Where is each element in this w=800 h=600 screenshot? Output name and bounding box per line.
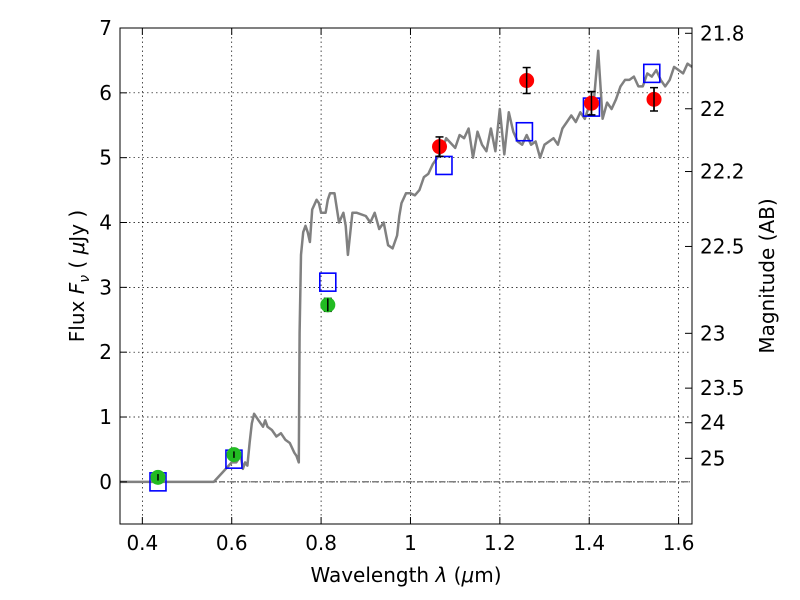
- model-square: [642, 63, 661, 84]
- y-tick-label: 7: [99, 16, 112, 40]
- x-axis-label: Wavelength λ (μm): [310, 563, 501, 587]
- right-tick-label: 25: [700, 446, 725, 470]
- plot-area: [120, 49, 693, 492]
- model-square: [318, 272, 337, 292]
- right-tick-label: 21.8: [700, 21, 745, 45]
- y-tick-label: 5: [99, 146, 112, 170]
- x-tick-label: 1.6: [663, 531, 695, 555]
- x-tick-label: 1.2: [484, 531, 516, 555]
- y-tick-label: 3: [99, 275, 112, 299]
- model-square: [435, 155, 453, 176]
- right-tick-label: 22: [700, 97, 725, 121]
- x-tick-label: 0.6: [216, 531, 248, 555]
- x-tick-label: 0.8: [305, 531, 337, 555]
- y-tick-label: 6: [99, 81, 112, 105]
- right-tick-label: 23.5: [700, 376, 745, 400]
- x-tick-label: 1: [404, 531, 417, 555]
- right-axis-label: Magnitude (AB): [755, 198, 779, 353]
- spectrum-line: [120, 49, 693, 484]
- y-tick-label: 1: [99, 405, 112, 429]
- right-tick-label: 24: [700, 411, 725, 435]
- right-tick-label: 22.2: [700, 160, 745, 184]
- x-tick-label: 0.4: [126, 531, 158, 555]
- y-tick-label: 4: [99, 211, 112, 235]
- x-tick-label: 1.4: [573, 531, 605, 555]
- right-tick-label: 23: [700, 321, 725, 345]
- y-axis-label: Flux Fν ( μJy ): [65, 210, 93, 342]
- y-tick-label: 0: [99, 470, 112, 494]
- y-tick-label: 2: [99, 340, 112, 364]
- right-tick-label: 22.5: [700, 234, 745, 258]
- plot-frame: [119, 27, 693, 525]
- model-square: [515, 121, 534, 142]
